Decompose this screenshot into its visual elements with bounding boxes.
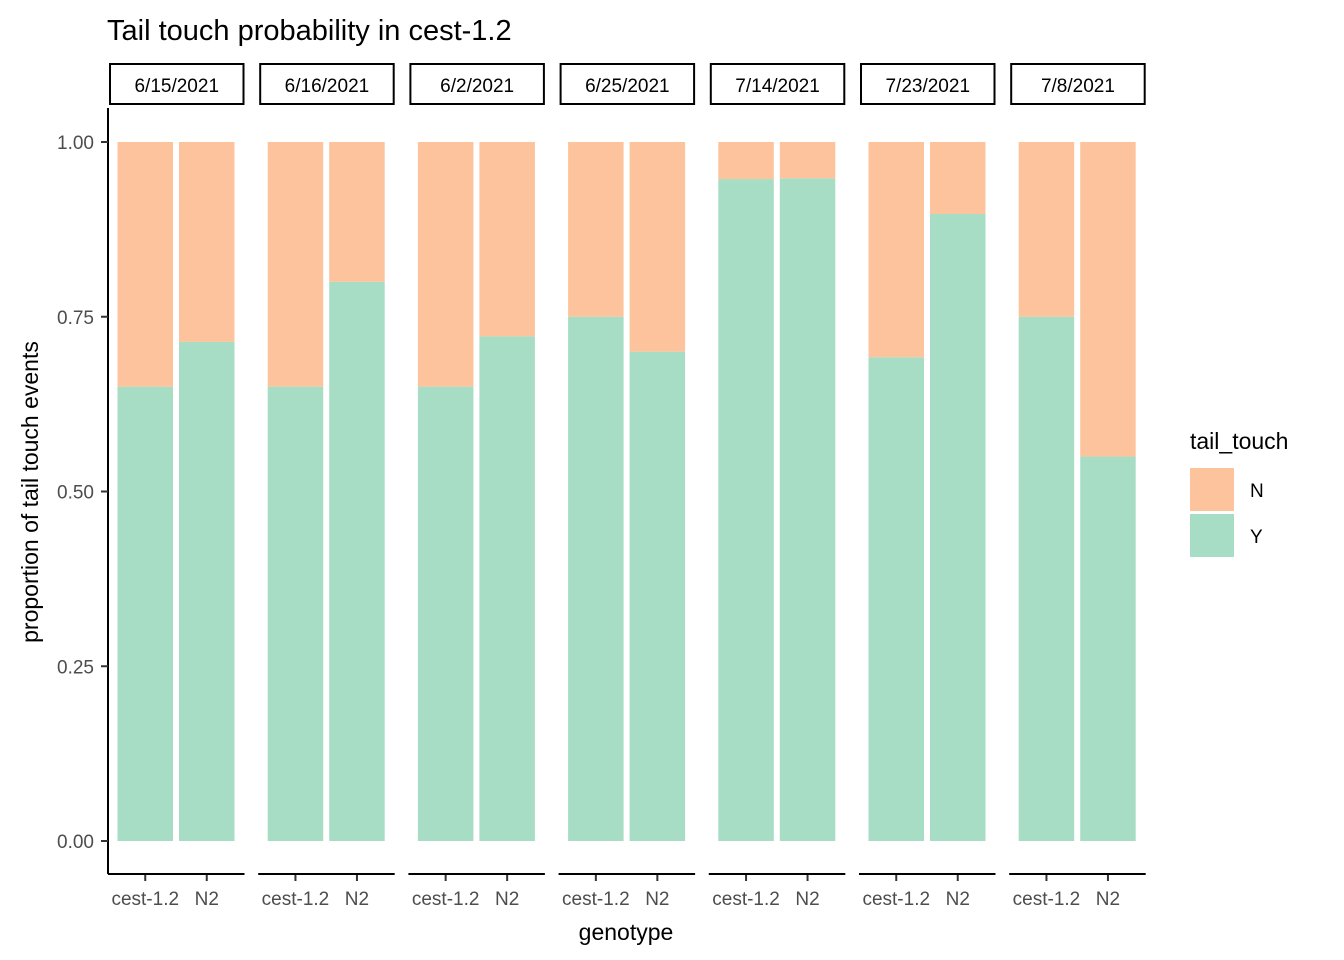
bar-segment-n	[868, 142, 924, 358]
x-tick-label: N2	[195, 889, 219, 910]
bar-segment-n	[329, 142, 385, 282]
x-tick-label: N2	[795, 889, 819, 910]
bar-segment-y	[329, 281, 385, 841]
x-tick-label: cest-1.2	[111, 889, 179, 910]
x-tick-label: N2	[1096, 889, 1120, 910]
y-tick-label: 0.50	[57, 483, 94, 504]
y-axis-title: proportion of tail touch events	[17, 341, 43, 643]
legend-key	[1190, 468, 1234, 511]
facet-panel: 6/25/2021 cest-1.2 N2	[558, 63, 696, 910]
bar-segment-n	[179, 142, 235, 342]
bar-segment-n	[117, 142, 173, 387]
facet-strip	[109, 63, 245, 105]
y-axis: 0.00 0.25 0.50 0.75 1.00	[57, 108, 109, 874]
bar-segment-y	[117, 386, 173, 841]
facet-strip-label: 6/15/2021	[134, 76, 219, 97]
y-tick-label: 0.75	[57, 308, 94, 329]
bar-segment-y	[479, 336, 535, 841]
x-tick-label: cest-1.2	[262, 889, 330, 910]
bar-segment-y	[417, 386, 474, 841]
facet-strip-label: 6/25/2021	[585, 76, 670, 97]
x-tick-label: cest-1.2	[712, 889, 780, 910]
legend-label: Y	[1250, 527, 1263, 548]
bar-segment-n	[718, 142, 774, 180]
bar-segment-y	[930, 213, 986, 841]
facet-strip-label: 6/16/2021	[285, 76, 370, 97]
y-tick-label: 0.25	[57, 657, 94, 678]
bar-segment-y	[1080, 456, 1136, 841]
facet-panel: 7/14/2021 cest-1.2 N2	[708, 63, 846, 910]
chart-title: Tail touch probability in cest-1.2	[107, 15, 512, 47]
x-tick-label: cest-1.2	[862, 889, 930, 910]
bar-segment-y	[779, 178, 836, 841]
bar-segment-n	[1080, 142, 1136, 457]
facet-panel: 7/23/2021 cest-1.2 N2	[859, 63, 996, 910]
x-tick-label: cest-1.2	[1013, 889, 1081, 910]
facet-strip	[409, 63, 545, 105]
y-tick-label: 0.00	[57, 832, 94, 853]
legend: tail_touch N Y	[1190, 428, 1288, 557]
bar-segment-y	[568, 316, 624, 841]
bar-segment-n	[479, 142, 535, 337]
facet-panel: 6/16/2021 cest-1.2 N2	[258, 63, 395, 910]
bar-segment-y	[1018, 316, 1075, 841]
x-axis-title: genotype	[579, 919, 674, 945]
legend-key	[1190, 514, 1234, 557]
x-tick-label: cest-1.2	[412, 889, 480, 910]
facet-strip	[709, 63, 846, 105]
facet-strip-label: 7/14/2021	[735, 76, 820, 97]
facet-strip-label: 7/8/2021	[1041, 76, 1115, 97]
facet-strip	[1010, 63, 1146, 105]
bar-segment-n	[1018, 142, 1075, 317]
x-tick-label: N2	[345, 889, 369, 910]
facet-strip	[259, 63, 395, 105]
legend-title: tail_touch	[1190, 428, 1288, 454]
y-tick-label: 1.00	[57, 133, 94, 154]
bar-segment-y	[267, 386, 324, 841]
bar-segment-y	[179, 341, 235, 841]
x-tick-label: N2	[495, 889, 519, 910]
bar-segment-n	[629, 142, 686, 352]
facet-strip-label: 6/2/2021	[440, 76, 514, 97]
bar-segment-n	[267, 142, 324, 387]
bar-segment-y	[718, 179, 774, 841]
bar-segment-n	[930, 142, 986, 214]
x-tick-label: N2	[645, 889, 669, 910]
legend-label: N	[1250, 481, 1264, 502]
bar-segment-y	[868, 357, 924, 841]
facet-panel: 7/8/2021 cest-1.2 N2	[1009, 63, 1146, 910]
facet-panel: 6/15/2021 cest-1.2 N2	[108, 63, 245, 910]
x-tick-label: cest-1.2	[562, 889, 630, 910]
facet-strip	[559, 63, 696, 105]
bar-segment-n	[779, 142, 836, 179]
facet-strip	[860, 63, 996, 105]
facet-panel: 6/2/2021 cest-1.2 N2	[408, 63, 545, 910]
x-tick-label: N2	[946, 889, 970, 910]
facet-strip-label: 7/23/2021	[885, 76, 970, 97]
bar-segment-n	[417, 142, 474, 387]
bar-segment-n	[568, 142, 624, 317]
bar-segment-y	[629, 351, 686, 841]
